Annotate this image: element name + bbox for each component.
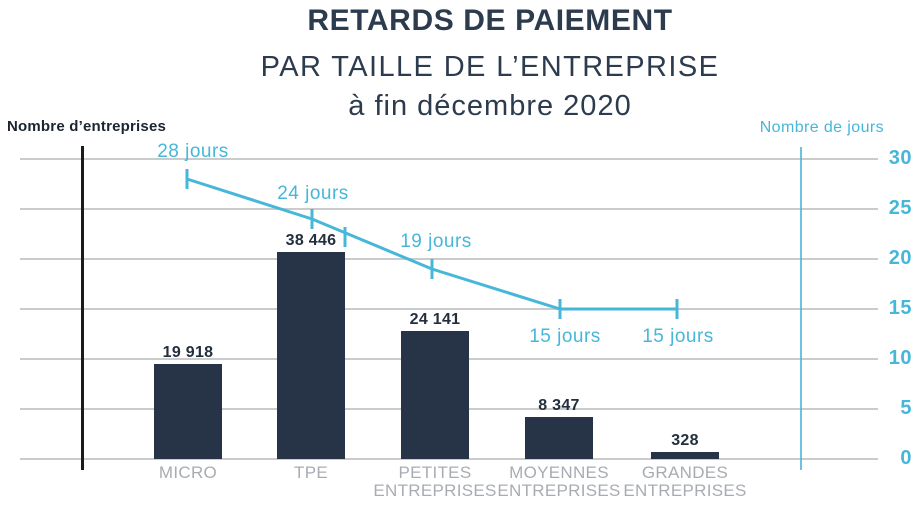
left-axis-line [81, 146, 84, 470]
right-axis-tick-label: 10 [888, 347, 912, 369]
gridline [20, 458, 878, 460]
day-point-label: 19 jours [400, 231, 472, 252]
right-axis-tick-label: 15 [888, 297, 912, 319]
bar-micro [154, 364, 222, 459]
day-point-label: 28 jours [157, 141, 229, 162]
category-label-tpe: TPE [294, 463, 328, 482]
bar-petites-entreprises [401, 331, 469, 459]
chart-title: RETARDS DE PAIEMENT [307, 4, 673, 37]
bar-value-label: 8 347 [538, 397, 580, 414]
right-axis-line [800, 147, 802, 470]
chart-date-subtitle: à fin décembre 2020 [348, 90, 632, 122]
chart-subtitle: PAR TAILLE DE L’ENTREPRISE [260, 51, 720, 83]
bar-value-label: 24 141 [409, 311, 461, 328]
right-axis-tick-label: 25 [888, 197, 912, 219]
category-label-petites-entreprises: PETITES ENTREPRISES [373, 463, 497, 500]
bar-value-label: 328 [671, 432, 699, 449]
day-point-label: 15 jours [529, 326, 601, 347]
right-axis-tick-label: 0 [900, 447, 912, 469]
gridline [20, 158, 878, 160]
right-axis-title: Nombre de jours [759, 119, 884, 136]
category-label-moyennes-entreprises: MOYENNES ENTREPRISES [497, 463, 621, 500]
bar-moyennes-entreprises [525, 417, 593, 459]
left-axis-title: Nombre d’entreprises [7, 118, 167, 135]
day-point-label: 24 jours [277, 183, 349, 204]
right-axis-tick-label: 5 [900, 397, 912, 419]
bar-tpe [277, 252, 345, 459]
category-label-micro: MICRO [158, 463, 218, 482]
day-point-label: 15 jours [642, 326, 714, 347]
gridline [20, 208, 878, 210]
bar-value-label: 38 446 [285, 232, 337, 249]
gridline [20, 308, 878, 310]
bar-value-label: 19 918 [162, 344, 214, 361]
gridline [20, 258, 878, 260]
right-axis-tick-label: 20 [888, 247, 912, 269]
category-label-grandes-entreprises: GRANDES ENTREPRISES [623, 463, 747, 500]
bar-grandes-entreprises [651, 452, 719, 459]
right-axis-tick-label: 30 [888, 147, 912, 169]
